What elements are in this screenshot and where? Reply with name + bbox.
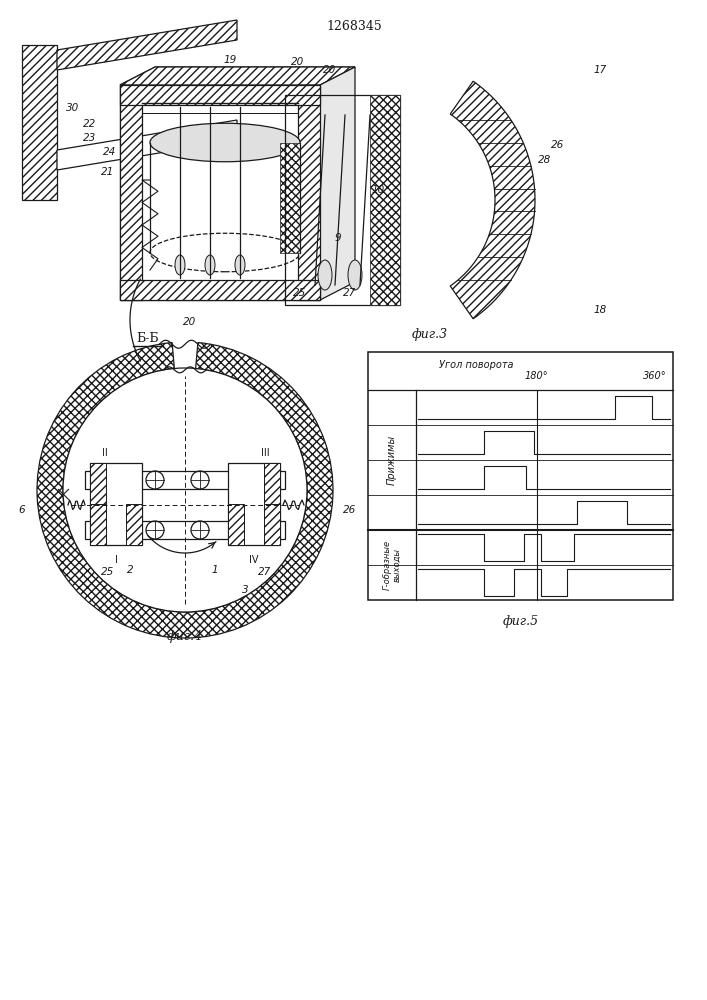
Polygon shape: [120, 85, 320, 105]
Text: 18: 18: [593, 305, 607, 315]
Polygon shape: [120, 67, 355, 85]
Polygon shape: [57, 20, 237, 70]
Polygon shape: [120, 280, 320, 300]
Text: IV: IV: [250, 555, 259, 565]
Text: 10: 10: [371, 185, 385, 195]
Bar: [90, 463, 142, 545]
Text: 22: 22: [83, 119, 97, 129]
Ellipse shape: [175, 255, 185, 275]
Text: 30: 30: [66, 103, 80, 113]
Wedge shape: [37, 490, 124, 618]
Wedge shape: [37, 362, 124, 490]
Text: Угол поворота: Угол поворота: [439, 360, 513, 370]
Bar: [85, 471, 285, 489]
Ellipse shape: [235, 255, 245, 275]
Polygon shape: [120, 67, 355, 85]
Bar: [90, 463, 106, 545]
Text: Б-Б: Б-Б: [136, 332, 159, 344]
Text: 27: 27: [344, 288, 356, 298]
Text: фиг.4: фиг.4: [167, 630, 203, 643]
Bar: [368, 352, 673, 600]
Bar: [264, 463, 280, 545]
Text: 1: 1: [211, 565, 218, 575]
Bar: [90, 504, 106, 545]
Text: 180°: 180°: [525, 371, 549, 381]
Text: Прижимы: Прижимы: [387, 435, 397, 485]
Text: 20: 20: [183, 317, 197, 327]
Ellipse shape: [205, 255, 215, 275]
Text: 1268345: 1268345: [326, 20, 382, 33]
Text: Г-образные
выходы: Г-образные выходы: [382, 540, 402, 590]
Text: 360°: 360°: [643, 371, 667, 381]
Polygon shape: [120, 85, 142, 300]
Text: III: III: [261, 448, 269, 458]
Bar: [264, 463, 280, 504]
Bar: [126, 504, 142, 545]
Circle shape: [63, 368, 307, 612]
Text: 20: 20: [291, 57, 305, 67]
Polygon shape: [57, 120, 237, 170]
Bar: [85, 521, 285, 539]
Wedge shape: [246, 490, 333, 618]
Text: 9: 9: [334, 233, 341, 243]
Polygon shape: [320, 67, 355, 300]
Text: 21: 21: [101, 167, 115, 177]
Bar: [228, 463, 280, 545]
Ellipse shape: [318, 260, 332, 290]
Bar: [228, 504, 244, 545]
Polygon shape: [298, 85, 320, 300]
Text: 24: 24: [103, 147, 117, 157]
Text: 17: 17: [593, 65, 607, 75]
Text: 20: 20: [323, 65, 337, 75]
Text: II: II: [102, 448, 108, 458]
Text: 26: 26: [343, 505, 356, 515]
Text: 6: 6: [18, 505, 25, 515]
Polygon shape: [280, 142, 300, 252]
Ellipse shape: [150, 123, 300, 162]
Polygon shape: [22, 45, 57, 200]
Polygon shape: [370, 95, 400, 305]
Polygon shape: [450, 81, 535, 319]
Text: фиг.3: фиг.3: [412, 328, 448, 341]
Text: I: I: [115, 555, 117, 565]
Text: 26: 26: [551, 140, 565, 150]
Text: 27: 27: [258, 567, 271, 577]
Text: фиг.5: фиг.5: [503, 615, 539, 628]
Text: 25: 25: [293, 288, 307, 298]
Text: 2: 2: [127, 565, 134, 575]
Text: 23: 23: [83, 133, 97, 143]
Wedge shape: [111, 342, 259, 384]
Wedge shape: [111, 596, 259, 638]
Text: 28: 28: [538, 155, 551, 165]
Text: 19: 19: [223, 55, 237, 65]
Text: 25: 25: [101, 567, 115, 577]
Text: 3: 3: [242, 585, 248, 595]
Wedge shape: [37, 343, 333, 638]
Ellipse shape: [348, 260, 362, 290]
Wedge shape: [246, 362, 333, 490]
